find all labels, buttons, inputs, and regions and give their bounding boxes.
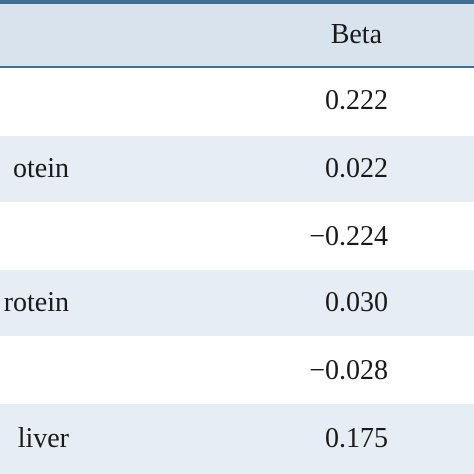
table-header-rule (0, 66, 474, 68)
table-row: liver 0.175 (0, 404, 474, 474)
row-beta-value: 0.222 (325, 85, 388, 116)
row-beta-value: −0.224 (309, 221, 388, 252)
row-beta-value: 0.030 (325, 287, 388, 318)
row-label: liver (17, 423, 69, 454)
header-beta: Beta (330, 19, 382, 50)
table-row: otein 0.022 (0, 136, 474, 202)
table-row: 0.222 (0, 68, 474, 134)
table-row: rotein 0.030 (0, 270, 474, 336)
row-beta-value: −0.028 (309, 355, 388, 386)
row-label: otein (13, 153, 69, 184)
table-top-rule (0, 0, 474, 4)
table-row: −0.224 (0, 204, 474, 270)
table-header-row (0, 4, 474, 66)
row-label: rotein (3, 287, 69, 318)
table-row: −0.028 (0, 338, 474, 404)
row-beta-value: 0.175 (325, 423, 388, 454)
row-beta-value: 0.022 (325, 153, 388, 184)
